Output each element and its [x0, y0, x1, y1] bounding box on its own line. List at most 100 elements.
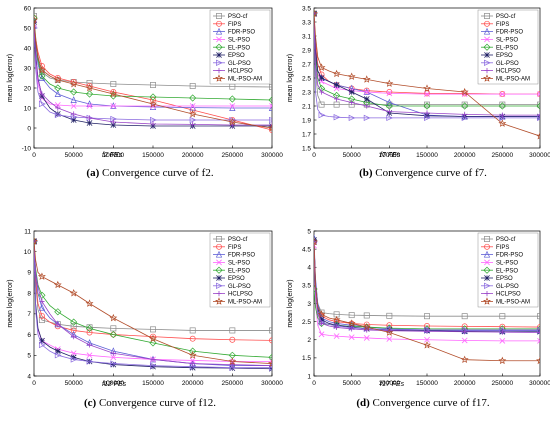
legend-entry: HCLPSO	[228, 292, 253, 298]
legend-entry: SL-PSO	[228, 261, 250, 267]
y-tick-label: 0	[27, 125, 31, 132]
data-point	[461, 337, 468, 344]
data-point	[318, 101, 325, 108]
data-point	[54, 75, 61, 81]
legend-entry: PSO-cf	[228, 14, 248, 20]
data-point	[363, 96, 370, 102]
legend-marker	[216, 291, 222, 297]
data-point	[38, 317, 45, 324]
data-point	[386, 312, 393, 319]
data-point	[86, 115, 93, 121]
legend-entry: HCLPSO	[496, 69, 521, 75]
data-point	[229, 365, 236, 372]
data-point	[38, 303, 46, 311]
x-tick-label: 300000	[261, 152, 283, 159]
x-tick-label: 300000	[261, 380, 283, 387]
legend-entry: FDR-PSO	[496, 253, 523, 259]
data-point	[269, 122, 272, 128]
data-point	[423, 341, 431, 349]
data-point	[109, 92, 117, 100]
series-line	[34, 241, 272, 331]
data-point	[423, 102, 431, 110]
series-el-pso	[34, 14, 272, 104]
data-point	[499, 112, 505, 118]
data-point	[34, 15, 38, 24]
data-point	[348, 89, 355, 95]
panel-caption: (a) Convergence curve of f2.	[86, 167, 213, 179]
data-point	[537, 329, 540, 336]
y-tick-label: 3.5	[302, 5, 311, 12]
data-point	[332, 69, 341, 78]
legend-entry: HCLPSO	[496, 292, 521, 298]
x-tick-label: 0	[312, 152, 316, 159]
data-point	[498, 356, 507, 365]
chart-panel-2: 0 50000 100000 150000 200000 250000 300000 1.5 1…	[287, 5, 550, 179]
x-tick-label: 150000	[416, 152, 438, 159]
data-point	[363, 89, 370, 95]
data-point	[189, 94, 197, 102]
legend-entry: FIPS	[228, 245, 241, 251]
data-point	[460, 87, 469, 96]
data-point	[228, 117, 237, 126]
data-point	[38, 272, 46, 280]
legend-entry: EPSO	[496, 276, 513, 282]
data-point	[39, 298, 45, 305]
data-point	[109, 330, 117, 339]
series-gl-pso	[34, 239, 272, 371]
x-tick-label: 300000	[529, 152, 550, 159]
y-tick-label: 2.7	[302, 61, 311, 68]
data-point	[318, 75, 325, 81]
data-point	[34, 13, 37, 19]
legend-marker	[216, 20, 222, 27]
x-axis-label: f12 FEs	[102, 381, 127, 388]
data-point	[54, 348, 61, 355]
legend-marker	[216, 282, 223, 289]
data-point	[333, 114, 341, 121]
legend-marker	[215, 250, 223, 258]
data-point	[385, 328, 394, 336]
series-line	[34, 17, 272, 101]
x-tick-label: 0	[32, 152, 36, 159]
data-point	[150, 333, 156, 340]
data-point	[462, 111, 468, 117]
data-point	[424, 336, 430, 343]
legend-marker	[216, 243, 222, 250]
series-sl-pso	[314, 242, 540, 344]
legend-entry: PSO-cf	[228, 237, 248, 243]
legend-marker	[484, 275, 490, 281]
data-point	[537, 313, 540, 320]
data-point	[333, 82, 340, 88]
legend-entry: ML-PSO-AM	[228, 300, 262, 306]
data-point	[86, 100, 93, 107]
data-point	[85, 324, 94, 332]
data-point	[229, 103, 236, 109]
data-point	[149, 99, 157, 108]
series-line	[34, 241, 272, 369]
data-point	[269, 337, 272, 344]
x-tick-label: 200000	[454, 380, 476, 387]
data-point	[268, 96, 272, 104]
data-point	[314, 234, 318, 242]
legend-entry: HCLPSO	[228, 69, 253, 75]
series-ml-pso-am	[314, 9, 540, 140]
series-line	[34, 19, 272, 109]
data-point	[189, 357, 196, 364]
legend-marker	[484, 259, 490, 266]
legend-entry: EL-PSO	[228, 268, 250, 274]
data-point	[386, 89, 393, 95]
data-point	[54, 111, 61, 117]
panel-caption: (d) Convergence curve of f17.	[356, 397, 490, 409]
panel-caption: (b) Convergence curve of f7.	[359, 167, 487, 179]
x-tick-label: 200000	[182, 380, 204, 387]
legend-marker	[484, 13, 490, 19]
data-point	[423, 84, 431, 92]
x-axis-label: f17 FEs	[380, 381, 405, 388]
legend-marker	[216, 52, 222, 58]
data-point	[318, 331, 325, 338]
y-tick-label: 3	[307, 301, 311, 308]
data-point	[34, 15, 37, 21]
legend-marker	[484, 20, 490, 27]
y-tick-label: 5	[307, 228, 311, 235]
legend-marker	[484, 36, 490, 43]
